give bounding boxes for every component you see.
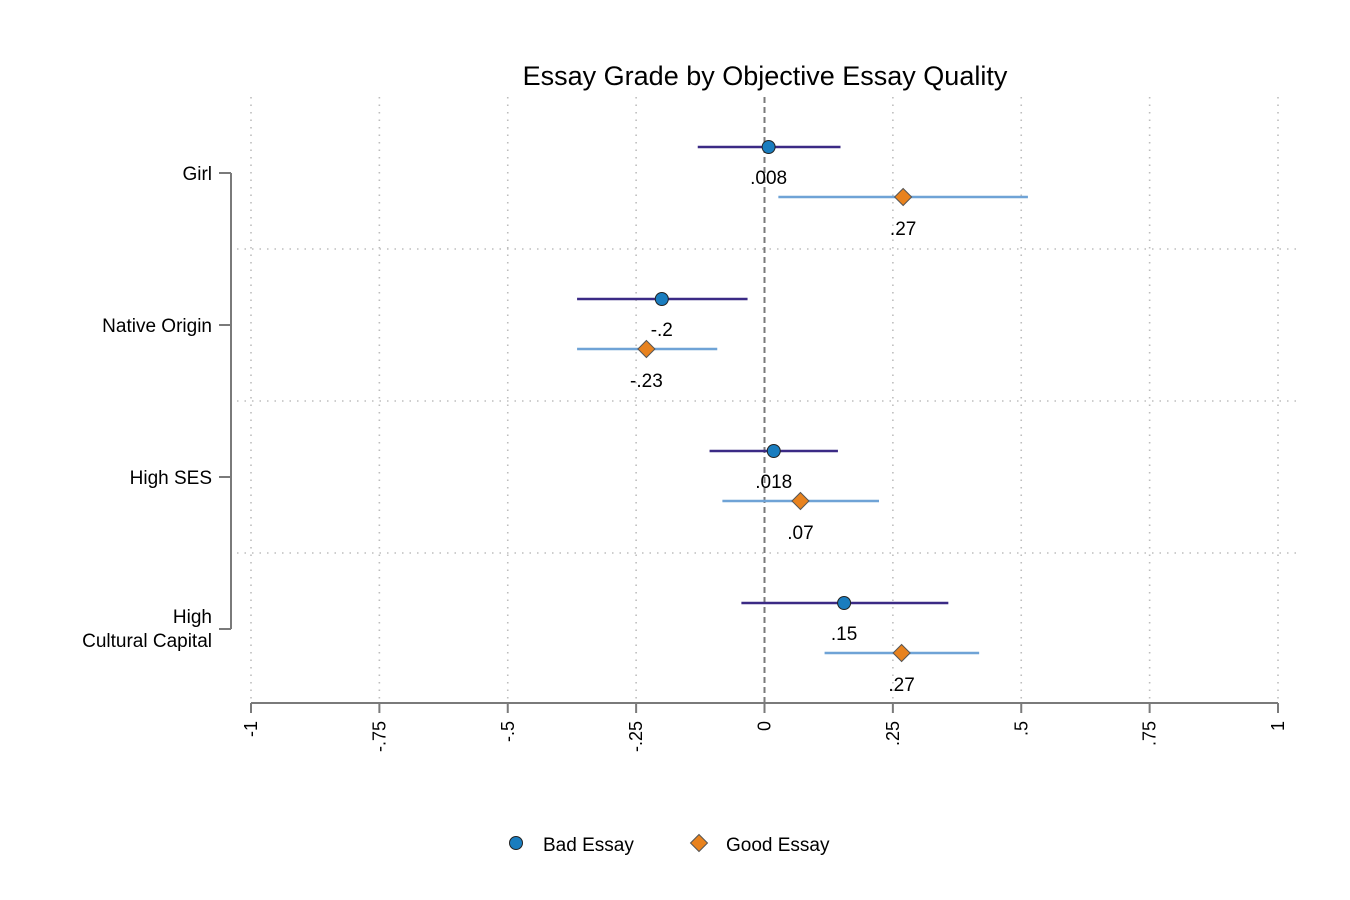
estimate-label: .008 bbox=[750, 168, 787, 189]
category-label: High bbox=[173, 607, 212, 628]
estimate-label: .15 bbox=[831, 624, 857, 645]
category-label: Native Origin bbox=[102, 316, 212, 337]
point-estimate-good bbox=[637, 339, 656, 359]
point-estimate-good bbox=[892, 643, 911, 663]
category-label: Cultural Capital bbox=[82, 631, 212, 652]
x-tick-label: 0 bbox=[755, 721, 775, 731]
legend: Bad Essay Good Essay bbox=[509, 833, 830, 856]
point-estimate-bad bbox=[761, 140, 776, 154]
estimate-label: .07 bbox=[787, 523, 813, 544]
x-tick-label: .5 bbox=[1011, 721, 1031, 736]
point-estimate-bad bbox=[766, 444, 781, 458]
estimate-label: -.23 bbox=[630, 371, 663, 392]
legend-marker-good-essay bbox=[689, 833, 709, 853]
x-tick-label: .75 bbox=[1140, 721, 1160, 746]
category-label: Girl bbox=[182, 164, 212, 185]
series-layer: .008 -.2 .018 .15 .27 -.23 .07 .27 bbox=[577, 140, 1028, 696]
point-estimate-bad bbox=[654, 292, 669, 306]
x-tick-label: .25 bbox=[883, 721, 903, 746]
estimate-label: -.2 bbox=[651, 320, 673, 341]
legend-label: Bad Essay bbox=[543, 835, 634, 856]
category-label: High SES bbox=[130, 468, 212, 489]
x-tick-label: -.5 bbox=[498, 721, 518, 742]
estimate-label: .018 bbox=[755, 472, 792, 493]
chart-title: Essay Grade by Objective Essay Quality bbox=[523, 61, 1008, 91]
legend-label: Good Essay bbox=[726, 835, 830, 856]
legend-marker-bad-essay bbox=[509, 836, 523, 850]
axis-layer: Girl Native Origin High SES High Cultural Ca… bbox=[82, 164, 1288, 752]
estimate-label: .27 bbox=[888, 675, 914, 696]
x-tick-label: -.25 bbox=[626, 721, 646, 752]
point-estimate-good bbox=[893, 187, 913, 207]
x-tick-label: 1 bbox=[1268, 721, 1288, 731]
x-tick-label: -.75 bbox=[369, 721, 389, 752]
point-estimate-good bbox=[791, 491, 810, 511]
point-estimate-bad bbox=[837, 596, 852, 610]
x-tick-label: -1 bbox=[241, 721, 261, 737]
estimate-label: .27 bbox=[890, 219, 916, 240]
